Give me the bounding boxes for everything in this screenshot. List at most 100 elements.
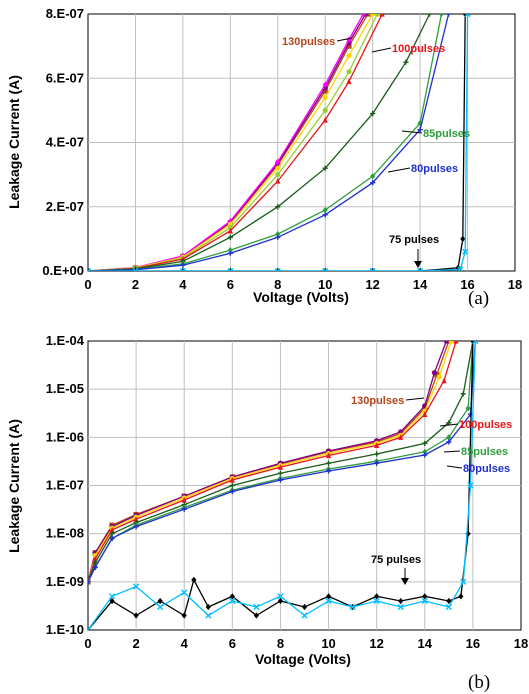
data-point — [325, 593, 332, 600]
panel-b-x-ticks: 0 2 4 6 8 10 12 14 16 18 — [84, 636, 528, 651]
panel-a-annotation-85pulses: 85pulses — [423, 128, 470, 140]
data-point — [109, 597, 115, 605]
panel-a-x-tick-label: 18 — [508, 277, 522, 292]
panel-b-x-tick-label: 14 — [418, 636, 433, 651]
panel-b-arrow-130 — [405, 397, 425, 401]
data-point — [417, 127, 423, 133]
panel-b-y-tick-label: 1.E-06 — [46, 429, 84, 444]
data-point — [464, 14, 471, 18]
data-point — [275, 165, 281, 171]
data-point — [417, 267, 424, 271]
data-point — [460, 578, 467, 585]
panel-a-arrow-100 — [371, 47, 392, 53]
data-point — [322, 165, 328, 171]
data-point — [205, 603, 211, 611]
panel-a-y-tick-label: 6.E-07 — [46, 70, 84, 85]
data-point — [157, 597, 163, 605]
series-line — [88, 14, 383, 271]
data-point — [325, 452, 332, 459]
panel-b-annotation-75pulses: 75 pulses — [371, 554, 421, 566]
data-point — [179, 267, 186, 271]
panel-b-x-tick-label: 2 — [132, 636, 139, 651]
data-point — [370, 110, 376, 117]
data-point — [275, 234, 281, 240]
panel-b-annotation-85pulses: 85pulses — [461, 446, 508, 458]
panel-a-y-tick-label: 0.E+00 — [42, 263, 84, 278]
data-point — [275, 158, 281, 165]
panel-b-y-tick-label: 1.E-09 — [46, 574, 84, 589]
data-point — [346, 69, 352, 75]
panel-b-x-tick-label: 4 — [181, 636, 189, 651]
panel-a-x-tick-label: 6 — [227, 277, 234, 292]
data-point — [109, 535, 115, 541]
data-point — [322, 81, 328, 88]
data-point — [398, 597, 404, 605]
panel-a: 0 2 4 6 8 10 12 14 16 18 0.E+00 2.E-07 4.E-07 6.E-07… — [6, 6, 522, 309]
panel-a-annotation-100pulses: 100pulses — [392, 43, 445, 55]
data-point — [322, 212, 328, 218]
panel-b-y-ticks: 1.E-10 1.E-09 1.E-08 1.E-07 1.E-06 1.E-05 1.E-… — [46, 333, 85, 637]
panel-a-y-tick-label: 8.E-07 — [46, 6, 84, 21]
data-point — [322, 94, 328, 101]
data-point — [181, 589, 188, 596]
panel-b-y-tick-label: 1.E-05 — [46, 381, 84, 396]
data-point — [446, 439, 452, 445]
data-point — [458, 593, 464, 600]
data-point — [370, 173, 376, 180]
data-point — [446, 341, 452, 344]
data-point — [446, 434, 452, 441]
data-point — [275, 172, 281, 178]
panel-b-x-tick-label: 6 — [229, 636, 236, 651]
data-point — [227, 227, 233, 234]
panel-b-x-tick-label: 12 — [369, 636, 383, 651]
panel-b-annotation-80pulses: 80pulses — [463, 463, 510, 475]
series-line — [88, 14, 466, 271]
panel-b-series-8 — [88, 341, 479, 630]
data-point — [133, 524, 139, 530]
data-point — [325, 460, 332, 466]
series-line — [88, 341, 474, 630]
data-point — [462, 248, 469, 255]
panel-a-arrow-85 — [401, 130, 423, 134]
panel-b-annotation-100pulses: 100pulses — [459, 419, 512, 431]
panel-b-grid — [88, 341, 521, 630]
data-point — [465, 405, 471, 412]
data-point — [434, 372, 440, 378]
data-point — [460, 391, 466, 397]
panel-b-y-axis-label: Leakage Current (A) — [6, 419, 22, 553]
data-point — [275, 230, 281, 238]
data-point — [369, 267, 376, 271]
data-point — [346, 36, 352, 43]
panel-a-x-ticks: 0 2 4 6 8 10 12 14 16 18 — [84, 277, 522, 292]
data-point — [275, 177, 281, 184]
panel-a-label: (a) — [468, 288, 489, 309]
data-point — [181, 506, 187, 512]
data-point — [277, 597, 284, 605]
panel-a-x-tick-label: 14 — [413, 277, 428, 292]
data-point — [191, 576, 197, 583]
data-point — [417, 120, 423, 127]
series-line — [88, 14, 469, 271]
data-point — [374, 14, 381, 17]
panel-b-arrow-100 — [439, 423, 459, 427]
panel-b-y-tick-label: 1.E-10 — [46, 622, 84, 637]
data-point — [181, 612, 187, 619]
data-point — [253, 603, 260, 611]
panel-a-y-axis-label: Leakage Current (A) — [6, 75, 22, 209]
data-point — [227, 250, 233, 256]
data-point — [277, 470, 284, 476]
data-point — [467, 482, 474, 489]
data-point — [325, 597, 332, 605]
data-point — [109, 526, 115, 533]
data-point — [465, 530, 471, 537]
data-point — [398, 434, 404, 440]
panel-b-x-tick-label: 16 — [466, 636, 480, 651]
data-point — [133, 583, 140, 590]
panel-b-series-7 — [88, 341, 476, 630]
data-point — [431, 370, 437, 376]
data-point — [446, 597, 452, 605]
data-point — [322, 88, 328, 94]
panel-b-series-4 — [88, 341, 476, 585]
data-point — [374, 593, 380, 600]
data-point — [374, 451, 380, 457]
